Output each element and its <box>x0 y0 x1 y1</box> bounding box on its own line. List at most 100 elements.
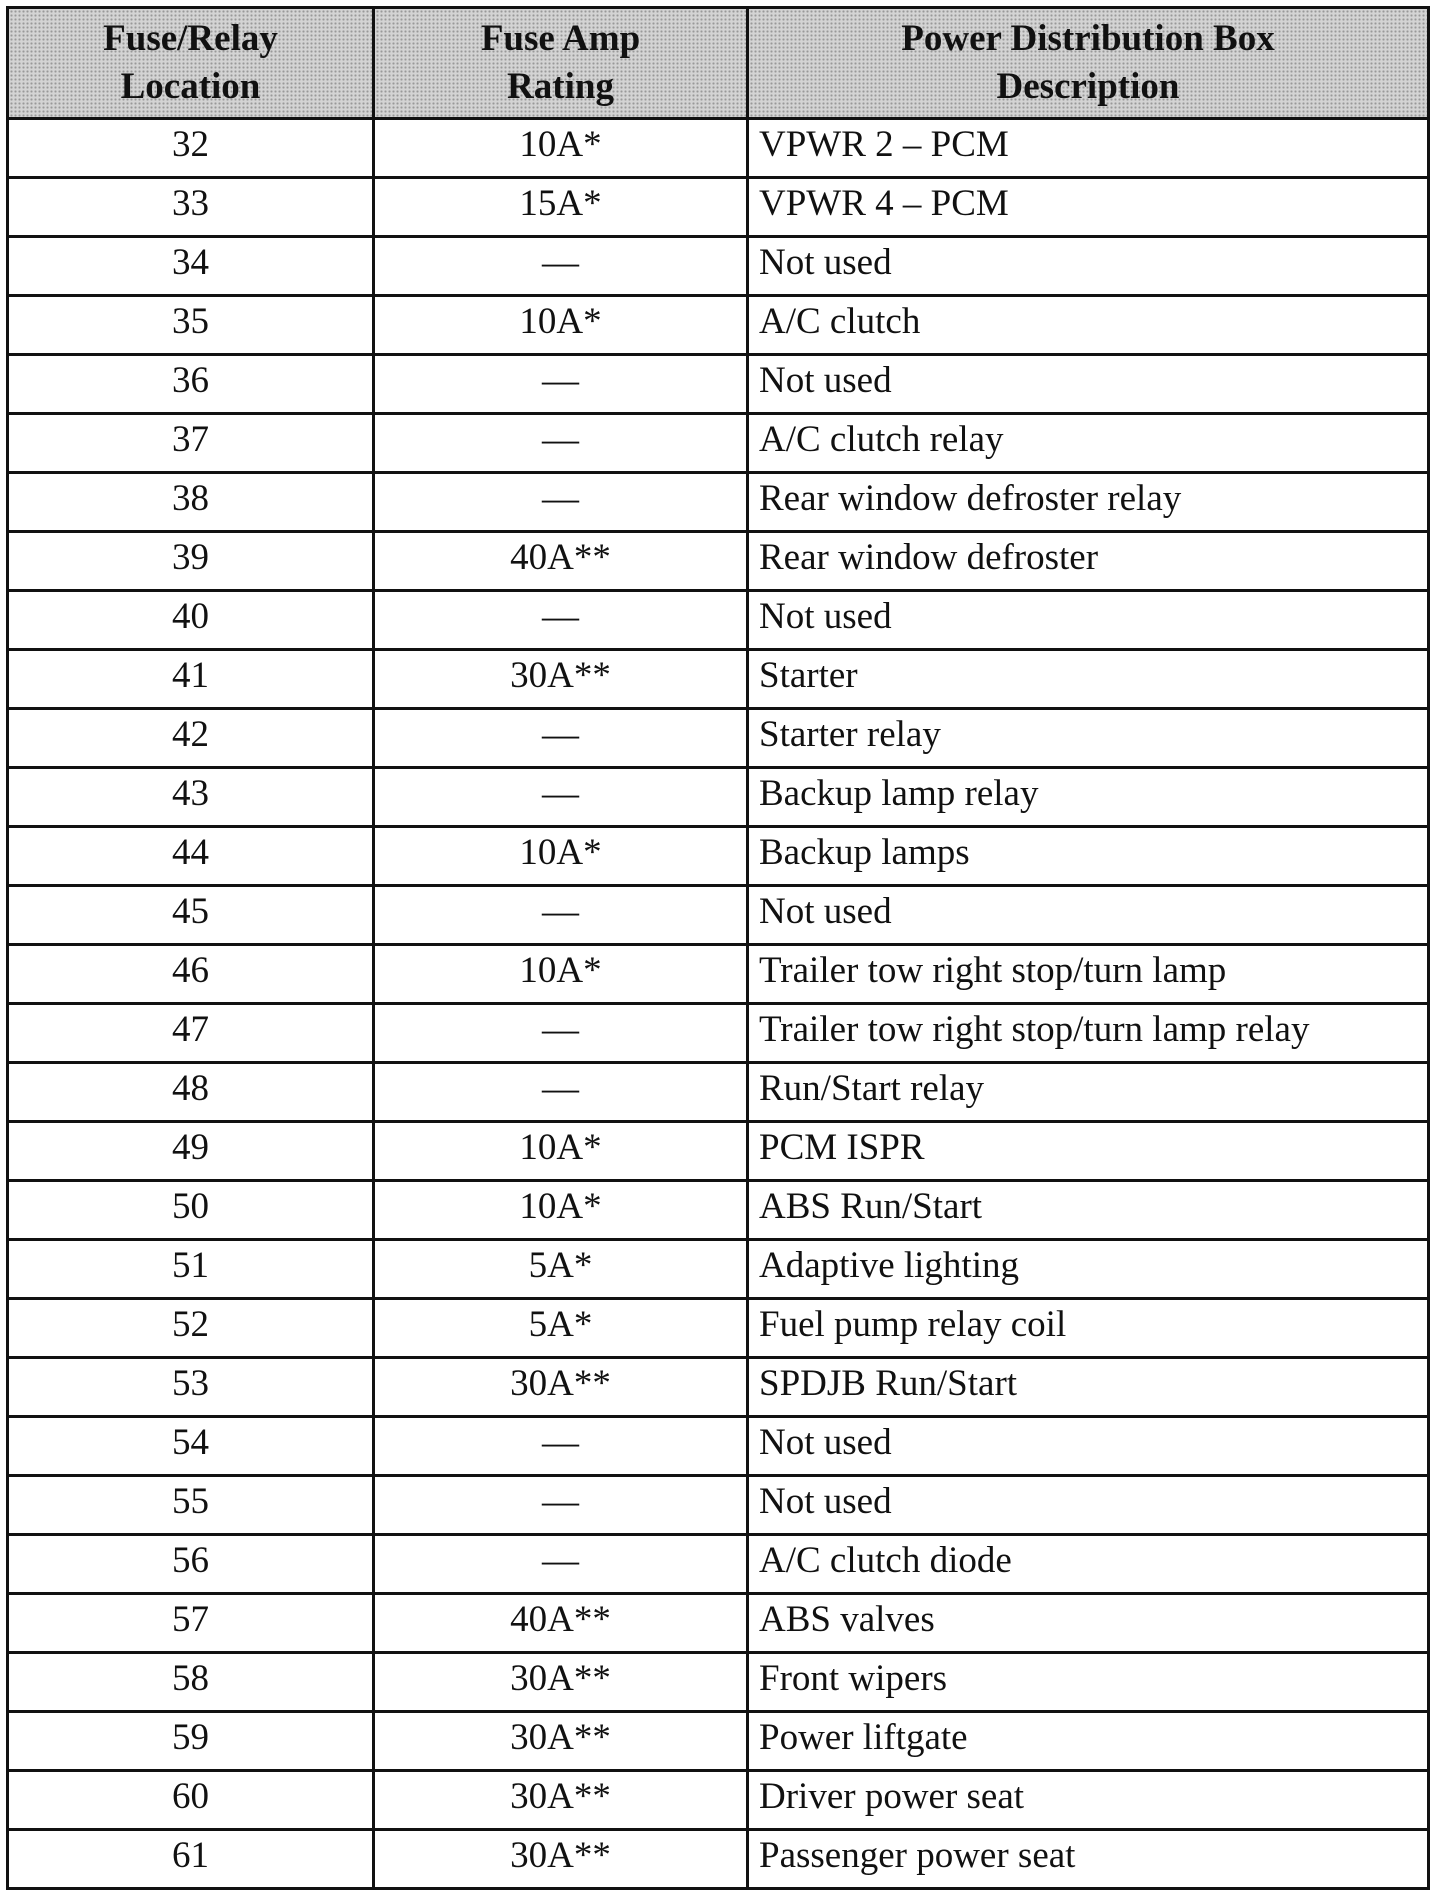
location-cell: 33 <box>6 176 375 238</box>
table-row: 41 30A** Starter <box>6 648 1430 710</box>
description-cell: A/C clutch relay <box>746 412 1430 474</box>
rating-cell: 30A** <box>372 1710 749 1772</box>
location-cell: 45 <box>6 884 375 946</box>
description-cell: Starter <box>746 648 1430 710</box>
description-cell: ABS Run/Start <box>746 1179 1430 1241</box>
location-cell: 60 <box>6 1769 375 1831</box>
fuse-table: Fuse/Relay Location Fuse Amp Rating Powe… <box>6 6 1430 1890</box>
rating-cell: 30A** <box>372 1828 749 1890</box>
location-cell: 50 <box>6 1179 375 1241</box>
description-cell: Not used <box>746 884 1430 946</box>
rating-cell: 30A** <box>372 1769 749 1831</box>
table-row: 52 5A* Fuel pump relay coil <box>6 1297 1430 1359</box>
location-cell: 34 <box>6 235 375 297</box>
table-row: 38— Rear window defroster relay <box>6 471 1430 533</box>
location-cell: 49 <box>6 1120 375 1182</box>
rating-cell: — <box>372 766 749 828</box>
table-row: 40— Not used <box>6 589 1430 651</box>
location-cell: 59 <box>6 1710 375 1772</box>
table-row: 51 5A* Adaptive lighting <box>6 1238 1430 1300</box>
rating-cell: — <box>372 707 749 769</box>
location-cell: 61 <box>6 1828 375 1890</box>
location-cell: 53 <box>6 1356 375 1418</box>
rating-cell: — <box>372 884 749 946</box>
table-row: 45— Not used <box>6 884 1430 946</box>
table-row: 57 40A** ABS valves <box>6 1592 1430 1654</box>
table-body: 32 10A* VPWR 2 – PCM 33 15A* VPWR 4 – PCM 34— N… <box>6 117 1430 1890</box>
rating-cell: — <box>372 1061 749 1123</box>
description-cell: VPWR 2 – PCM <box>746 117 1430 179</box>
rating-cell: 10A* <box>372 1179 749 1241</box>
description-cell: PCM ISPR <box>746 1120 1430 1182</box>
rating-cell: 15A* <box>372 176 749 238</box>
description-cell: Not used <box>746 1474 1430 1536</box>
description-cell: Backup lamp relay <box>746 766 1430 828</box>
location-cell: 46 <box>6 943 375 1005</box>
table-row: 32 10A* VPWR 2 – PCM <box>6 117 1430 179</box>
location-cell: 35 <box>6 294 375 356</box>
table-row: 48— Run/Start relay <box>6 1061 1430 1123</box>
table-row: 46 10A* Trailer tow right stop/turn lamp <box>6 943 1430 1005</box>
location-cell: 57 <box>6 1592 375 1654</box>
table-head: Fuse/Relay Location Fuse Amp Rating Powe… <box>6 6 1430 120</box>
description-cell: Front wipers <box>746 1651 1430 1713</box>
rating-cell: — <box>372 1002 749 1064</box>
rating-cell: — <box>372 589 749 651</box>
table-row: 56— A/C clutch diode <box>6 1533 1430 1595</box>
location-cell: 51 <box>6 1238 375 1300</box>
description-cell: Driver power seat <box>746 1769 1430 1831</box>
description-cell: Not used <box>746 235 1430 297</box>
rating-cell: 40A** <box>372 1592 749 1654</box>
location-cell: 52 <box>6 1297 375 1359</box>
table-row: 42— Starter relay <box>6 707 1430 769</box>
rating-cell: 5A* <box>372 1297 749 1359</box>
table-row: 60 30A** Driver power seat <box>6 1769 1430 1831</box>
rating-cell: — <box>372 1415 749 1477</box>
location-cell: 32 <box>6 117 375 179</box>
description-cell: Not used <box>746 589 1430 651</box>
rating-cell: 10A* <box>372 825 749 887</box>
description-cell: Not used <box>746 353 1430 415</box>
description-cell: Passenger power seat <box>746 1828 1430 1890</box>
description-cell: Starter relay <box>746 707 1430 769</box>
table-row: 34— Not used <box>6 235 1430 297</box>
rating-cell: 10A* <box>372 117 749 179</box>
table-row: 47— Trailer tow right stop/turn lamp rela… <box>6 1002 1430 1064</box>
rating-cell: 30A** <box>372 1356 749 1418</box>
location-cell: 37 <box>6 412 375 474</box>
location-cell: 48 <box>6 1061 375 1123</box>
description-cell: Not used <box>746 1415 1430 1477</box>
rating-cell: — <box>372 353 749 415</box>
location-cell: 56 <box>6 1533 375 1595</box>
table-row: 37— A/C clutch relay <box>6 412 1430 474</box>
location-cell: 39 <box>6 530 375 592</box>
description-cell: A/C clutch diode <box>746 1533 1430 1595</box>
header-row: Fuse/Relay Location Fuse Amp Rating Powe… <box>6 6 1430 120</box>
location-cell: 55 <box>6 1474 375 1536</box>
description-cell: SPDJB Run/Start <box>746 1356 1430 1418</box>
rating-cell: — <box>372 1533 749 1595</box>
location-cell: 43 <box>6 766 375 828</box>
location-cell: 38 <box>6 471 375 533</box>
rating-cell: — <box>372 412 749 474</box>
description-cell: Trailer tow right stop/turn lamp relay <box>746 1002 1430 1064</box>
rating-cell: 5A* <box>372 1238 749 1300</box>
description-cell: Backup lamps <box>746 825 1430 887</box>
table-row: 33 15A* VPWR 4 – PCM <box>6 176 1430 238</box>
table-row: 43— Backup lamp relay <box>6 766 1430 828</box>
location-cell: 58 <box>6 1651 375 1713</box>
table-row: 36— Not used <box>6 353 1430 415</box>
description-cell: Power liftgate <box>746 1710 1430 1772</box>
rating-cell: — <box>372 471 749 533</box>
table-row: 39 40A** Rear window defroster <box>6 530 1430 592</box>
description-cell: Fuel pump relay coil <box>746 1297 1430 1359</box>
rating-cell: 10A* <box>372 294 749 356</box>
description-cell: VPWR 4 – PCM <box>746 176 1430 238</box>
description-cell: Adaptive lighting <box>746 1238 1430 1300</box>
rating-cell: 30A** <box>372 648 749 710</box>
rating-cell: 10A* <box>372 943 749 1005</box>
table-row: 55— Not used <box>6 1474 1430 1536</box>
header-cell: Fuse/Relay Location <box>6 6 375 120</box>
rating-cell: 10A* <box>372 1120 749 1182</box>
